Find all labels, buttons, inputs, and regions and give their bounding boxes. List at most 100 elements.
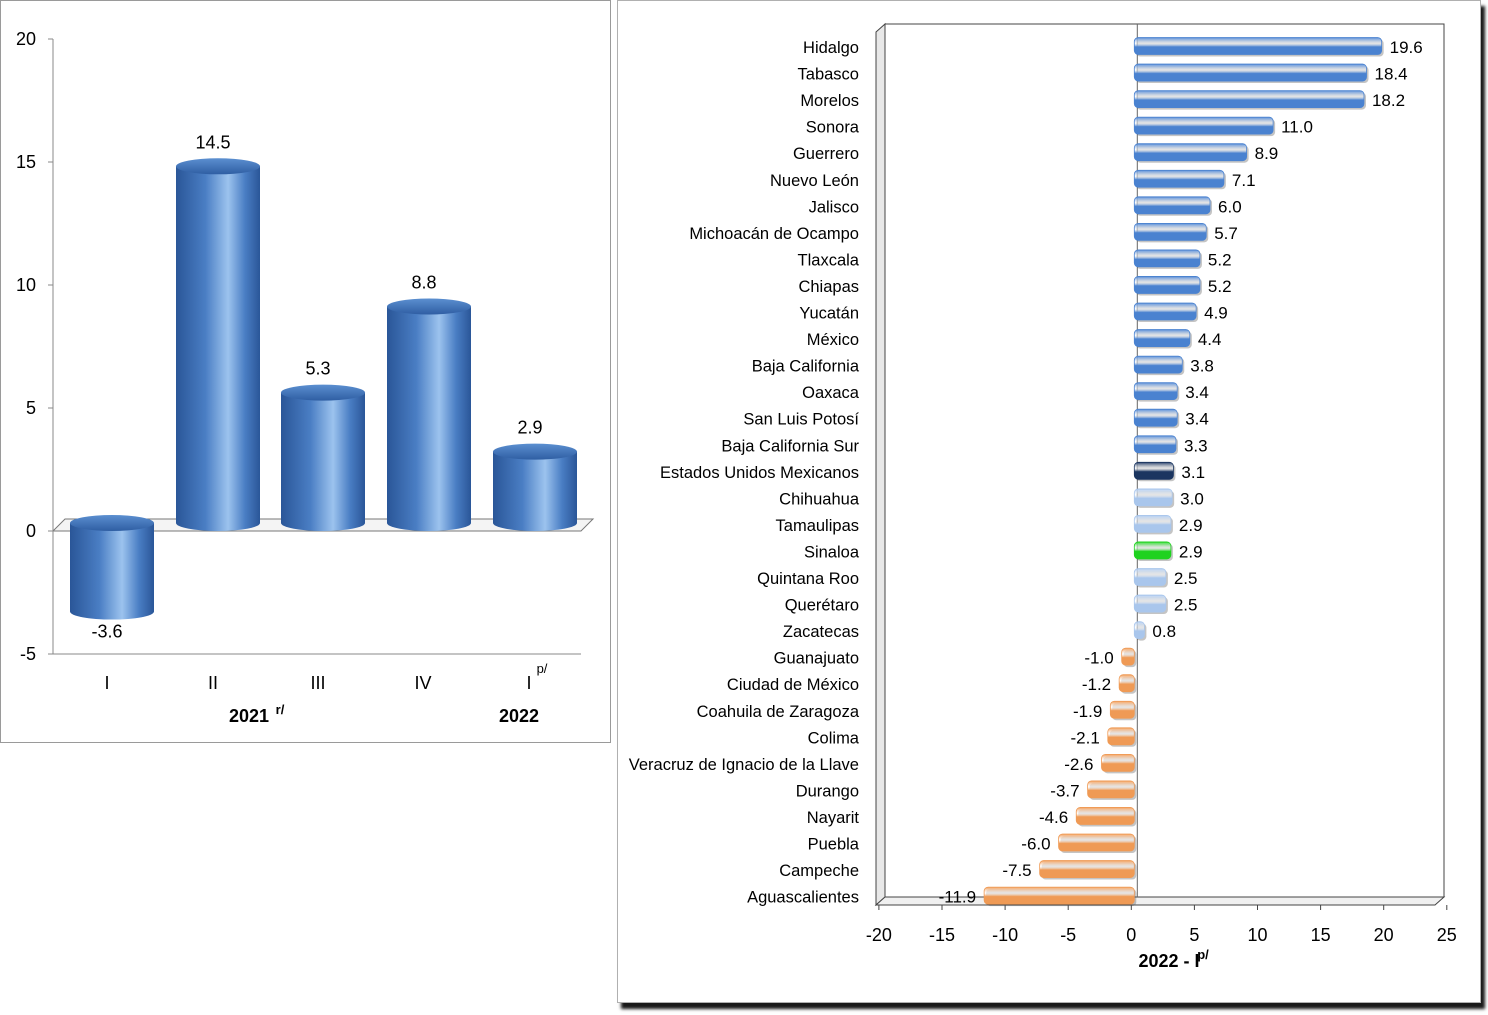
state-label: Baja California Sur	[721, 437, 859, 455]
value-label: 11.0	[1281, 118, 1313, 137]
state-bar	[1133, 408, 1178, 427]
x-tick-label: -15	[929, 925, 955, 945]
state-bar	[1101, 753, 1135, 772]
cylinder-cap	[493, 443, 577, 460]
value-label: 4.4	[1198, 330, 1222, 349]
x-tick-label: 20	[1374, 925, 1394, 945]
group-label: 2022	[499, 706, 539, 726]
state-label: Jalisco	[809, 198, 859, 216]
state-label: Colima	[808, 729, 860, 747]
state-bar	[1039, 860, 1135, 878]
category-label: I	[526, 673, 531, 693]
value-label: -11.9	[939, 888, 977, 907]
state-bar	[1075, 807, 1135, 825]
state-bar	[1133, 222, 1207, 241]
value-label: 18.4	[1375, 65, 1408, 84]
state-label: Ciudad de México	[727, 676, 859, 694]
value-label: 3.3	[1184, 436, 1208, 455]
cylinder-bar	[176, 166, 260, 524]
x-tick-label: -10	[992, 925, 1018, 945]
value-label: 5.7	[1214, 224, 1238, 243]
value-label: 5.2	[1208, 250, 1232, 269]
plot-area	[884, 23, 1445, 898]
state-label: Oaxaca	[802, 384, 860, 402]
state-label: Guerrero	[793, 145, 859, 163]
state-bar	[1133, 488, 1173, 507]
cylinder-bar	[493, 451, 577, 523]
state-bar	[1133, 169, 1225, 188]
cylinder-bottom	[493, 515, 577, 531]
state-bar	[1087, 780, 1135, 799]
state-label: Durango	[796, 782, 859, 800]
state-label: Nuevo León	[770, 172, 859, 190]
state-bar	[1133, 90, 1365, 108]
state-bar	[1133, 196, 1211, 215]
value-label: 3.0	[1180, 489, 1204, 508]
state-bar	[1133, 37, 1383, 55]
cylinder-bar	[281, 392, 365, 523]
value-label: -1.2	[1082, 675, 1111, 694]
value-label: 3.1	[1181, 463, 1205, 482]
state-bar	[1133, 461, 1174, 480]
category-label: I	[104, 673, 109, 693]
state-bar	[1133, 515, 1172, 533]
y-tick-label: -5	[20, 644, 36, 664]
state-bar	[1133, 435, 1177, 454]
state-bar	[1133, 355, 1183, 374]
state-bar	[1133, 541, 1172, 560]
state-bar	[1058, 833, 1135, 852]
x-tick-label: 0	[1126, 925, 1136, 945]
value-label: 4.9	[1204, 304, 1228, 323]
y-tick-label: 10	[16, 275, 36, 295]
state-bar	[1133, 143, 1248, 162]
value-label: 3.4	[1185, 383, 1209, 402]
state-label: Nayarit	[807, 809, 860, 827]
value-label: -1.9	[1073, 702, 1102, 721]
state-label: México	[807, 331, 859, 349]
state-label: Chihuahua	[779, 490, 860, 508]
y-tick-label: 5	[26, 398, 36, 418]
state-bar	[1133, 116, 1274, 135]
cylinder-bar	[70, 523, 154, 612]
value-label: -6.0	[1021, 835, 1050, 854]
state-bar	[1133, 382, 1178, 401]
left-wall	[875, 22, 886, 907]
cylinder-bottom	[387, 515, 471, 531]
value-label: 2.5	[1174, 596, 1198, 615]
state-label: Tlaxcala	[798, 251, 860, 269]
state-bar	[1133, 329, 1191, 347]
state-label: Yucatán	[799, 305, 859, 323]
state-label: Querétaro	[785, 597, 859, 615]
value-label: 2.5	[1174, 569, 1198, 588]
state-label: Guanajuato	[774, 650, 859, 668]
state-bar	[1133, 302, 1197, 321]
value-label: -2.6	[1064, 755, 1093, 774]
cylinder-bottom	[176, 515, 260, 531]
group-label: 2021	[229, 706, 269, 726]
group-superscript: r/	[276, 702, 285, 717]
category-label: III	[310, 673, 325, 693]
state-label: Zacatecas	[783, 623, 859, 641]
state-label: Coahuila de Zaragoza	[697, 703, 860, 721]
y-tick-label: 15	[16, 152, 36, 172]
cylinder-cap	[281, 384, 365, 401]
state-label: Tamaulipas	[776, 517, 859, 535]
state-bar	[1121, 647, 1135, 666]
state-bar	[1133, 568, 1167, 586]
x-tick-label: 15	[1311, 925, 1331, 945]
state-label: Sonora	[806, 119, 860, 137]
state-label: Quintana Roo	[757, 570, 859, 588]
state-bar	[983, 886, 1135, 905]
state-label: Estados Unidos Mexicanos	[660, 464, 859, 482]
value-label: -3.7	[1050, 781, 1079, 800]
cylinder-bottom	[281, 515, 365, 531]
category-label: II	[208, 673, 218, 693]
state-bar	[1109, 700, 1135, 719]
state-label: Puebla	[808, 836, 860, 854]
value-label: 19.6	[1390, 38, 1423, 57]
state-bar	[1107, 727, 1135, 746]
state-growth-chart: -20 -15 -10 -5 0 5 10 15 20 25 2022 - Ip/Hidalgo 19…	[629, 22, 1457, 971]
x-tick-label: 5	[1189, 925, 1199, 945]
